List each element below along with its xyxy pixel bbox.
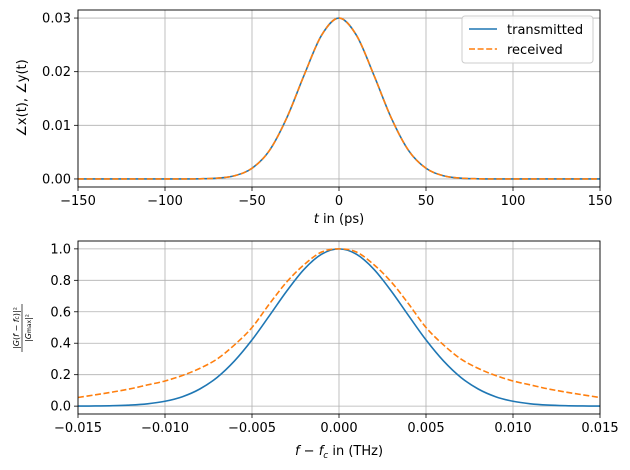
x-tick-label: −0.005 bbox=[228, 421, 276, 436]
series-line-received bbox=[78, 17, 600, 180]
legend-label-received: received bbox=[507, 43, 563, 58]
x-tick-label: −0.010 bbox=[141, 421, 189, 436]
x-tick-label: −50 bbox=[238, 194, 265, 209]
top-axes-time: −150 −100 −50 0 50 100 150 0.00 0.01 0.02 0.03 bbox=[42, 9, 613, 209]
x-tick-label: 0 bbox=[335, 194, 343, 209]
y-tick-label: 0.4 bbox=[50, 337, 71, 352]
ylabel-numerator: |G(f − fc)|² bbox=[12, 307, 21, 349]
bottom-xlabel: f − fc in (THz) bbox=[295, 444, 383, 461]
y-tick-label: 1.0 bbox=[50, 242, 71, 257]
bottom-axes-spectrum: −0.015 −0.010 −0.005 0.000 0.005 0.010 0.015 0.… bbox=[50, 240, 619, 436]
y-tick-label: 0.02 bbox=[42, 65, 71, 80]
bottom-ylabel: |G(f − fc)|² |Gmax|² bbox=[12, 304, 33, 352]
x-tick-label: 150 bbox=[588, 194, 613, 209]
legend: transmitted received bbox=[461, 15, 594, 64]
x-tick-label: 0.005 bbox=[407, 421, 444, 436]
axes-frame bbox=[77, 9, 601, 188]
series-line-received bbox=[77, 248, 601, 399]
x-tick-label: −150 bbox=[60, 194, 96, 209]
y-tick-label: 0.0 bbox=[50, 400, 71, 415]
y-tick-label: 0.01 bbox=[42, 119, 71, 134]
x-tick-label: 50 bbox=[418, 194, 435, 209]
top-ylabel: ∠x(t), ∠y(t) bbox=[15, 59, 30, 136]
y-tick-label: 0.00 bbox=[42, 172, 71, 187]
y-tick-label: 0.6 bbox=[50, 305, 71, 320]
x-tick-label: 0.015 bbox=[581, 421, 618, 436]
x-tick-label: −0.015 bbox=[54, 421, 102, 436]
legend-box bbox=[461, 15, 594, 64]
x-tick-label: 0.010 bbox=[494, 421, 531, 436]
x-tick-label: 100 bbox=[501, 194, 526, 209]
legend-label-transmitted: transmitted bbox=[507, 23, 583, 38]
axes-frame bbox=[77, 240, 601, 415]
y-tick-label: 0.8 bbox=[50, 274, 71, 289]
x-tick-label: 0.000 bbox=[320, 421, 357, 436]
y-tick-label: 0.03 bbox=[42, 12, 71, 27]
y-tick-label: 0.2 bbox=[50, 368, 71, 383]
x-tick-label: −100 bbox=[147, 194, 183, 209]
top-xlabel: t in (ps) bbox=[314, 212, 364, 227]
ylabel-denominator: |Gmax|² bbox=[24, 314, 33, 342]
